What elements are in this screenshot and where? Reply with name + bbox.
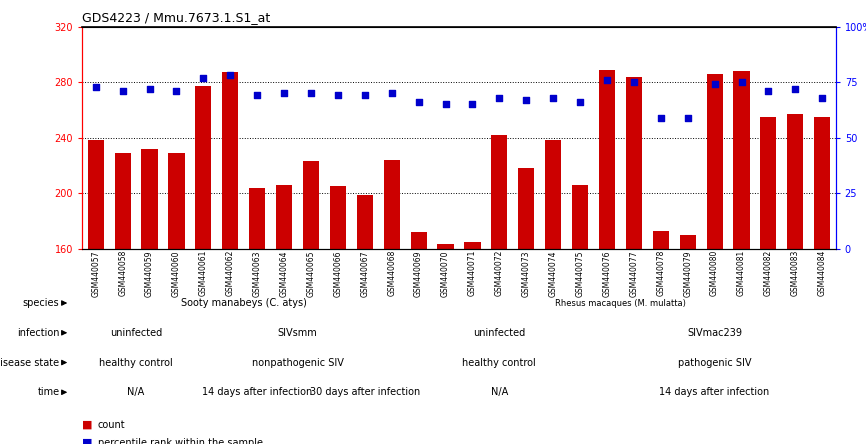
Bar xyxy=(545,140,561,249)
Bar xyxy=(814,117,830,249)
Text: GDS4223 / Mmu.7673.1.S1_at: GDS4223 / Mmu.7673.1.S1_at xyxy=(82,11,270,24)
Bar xyxy=(599,70,615,249)
Point xyxy=(358,92,372,99)
Point xyxy=(438,101,452,108)
Point xyxy=(385,90,398,97)
Point xyxy=(708,81,721,88)
Bar xyxy=(518,168,534,249)
Bar xyxy=(87,140,104,249)
Bar xyxy=(707,74,722,249)
Text: percentile rank within the sample: percentile rank within the sample xyxy=(98,438,263,444)
Text: healthy control: healthy control xyxy=(100,357,173,368)
Point xyxy=(197,74,210,81)
Text: uninfected: uninfected xyxy=(473,328,526,338)
Bar xyxy=(626,77,642,249)
Text: N/A: N/A xyxy=(491,387,508,397)
Text: 30 days after infection: 30 days after infection xyxy=(310,387,420,397)
Text: time: time xyxy=(37,387,60,397)
Bar xyxy=(572,185,588,249)
Text: species: species xyxy=(23,298,60,308)
Bar xyxy=(114,153,131,249)
Text: nonpathogenic SIV: nonpathogenic SIV xyxy=(252,357,344,368)
Bar xyxy=(760,117,777,249)
Point xyxy=(681,114,695,121)
Bar xyxy=(330,186,346,249)
Point xyxy=(411,99,425,106)
Text: uninfected: uninfected xyxy=(110,328,162,338)
Text: N/A: N/A xyxy=(127,387,145,397)
Point xyxy=(788,85,802,92)
Bar xyxy=(491,135,507,249)
Point xyxy=(304,90,318,97)
Text: Sooty manabeys (C. atys): Sooty manabeys (C. atys) xyxy=(181,298,307,308)
Bar xyxy=(384,160,400,249)
Point xyxy=(546,94,560,101)
Text: SIVsmm: SIVsmm xyxy=(278,328,318,338)
Point xyxy=(223,72,237,79)
Point xyxy=(520,96,533,103)
Text: count: count xyxy=(98,420,126,430)
Point xyxy=(600,76,614,83)
Bar xyxy=(410,232,427,249)
Text: Rhesus macaques (M. mulatta): Rhesus macaques (M. mulatta) xyxy=(555,298,686,308)
Bar xyxy=(195,86,211,249)
Bar xyxy=(303,161,319,249)
Bar xyxy=(787,114,804,249)
Point xyxy=(627,79,641,86)
Bar xyxy=(464,242,481,249)
Text: 14 days after infection: 14 days after infection xyxy=(660,387,770,397)
Bar xyxy=(276,185,292,249)
Point xyxy=(815,94,829,101)
Point xyxy=(573,99,587,106)
Point xyxy=(761,87,775,95)
Bar xyxy=(141,149,158,249)
Point xyxy=(654,114,668,121)
Text: ■: ■ xyxy=(82,420,93,430)
Point xyxy=(170,87,184,95)
Bar xyxy=(249,188,265,249)
Point xyxy=(89,83,103,90)
Point xyxy=(250,92,264,99)
Text: 14 days after infection: 14 days after infection xyxy=(202,387,313,397)
Bar xyxy=(223,72,238,249)
Point xyxy=(466,101,480,108)
Text: pathogenic SIV: pathogenic SIV xyxy=(678,357,752,368)
Text: SIVmac239: SIVmac239 xyxy=(687,328,742,338)
Text: healthy control: healthy control xyxy=(462,357,536,368)
Bar xyxy=(168,153,184,249)
Bar xyxy=(680,235,695,249)
Point xyxy=(277,90,291,97)
Point xyxy=(143,85,157,92)
Bar xyxy=(357,194,373,249)
Bar xyxy=(734,71,750,249)
Point xyxy=(734,79,748,86)
Point xyxy=(116,87,130,95)
Text: infection: infection xyxy=(17,328,60,338)
Bar xyxy=(653,230,669,249)
Point xyxy=(493,94,507,101)
Text: ■: ■ xyxy=(82,438,93,444)
Bar xyxy=(437,245,454,249)
Point xyxy=(331,92,345,99)
Text: disease state: disease state xyxy=(0,357,60,368)
